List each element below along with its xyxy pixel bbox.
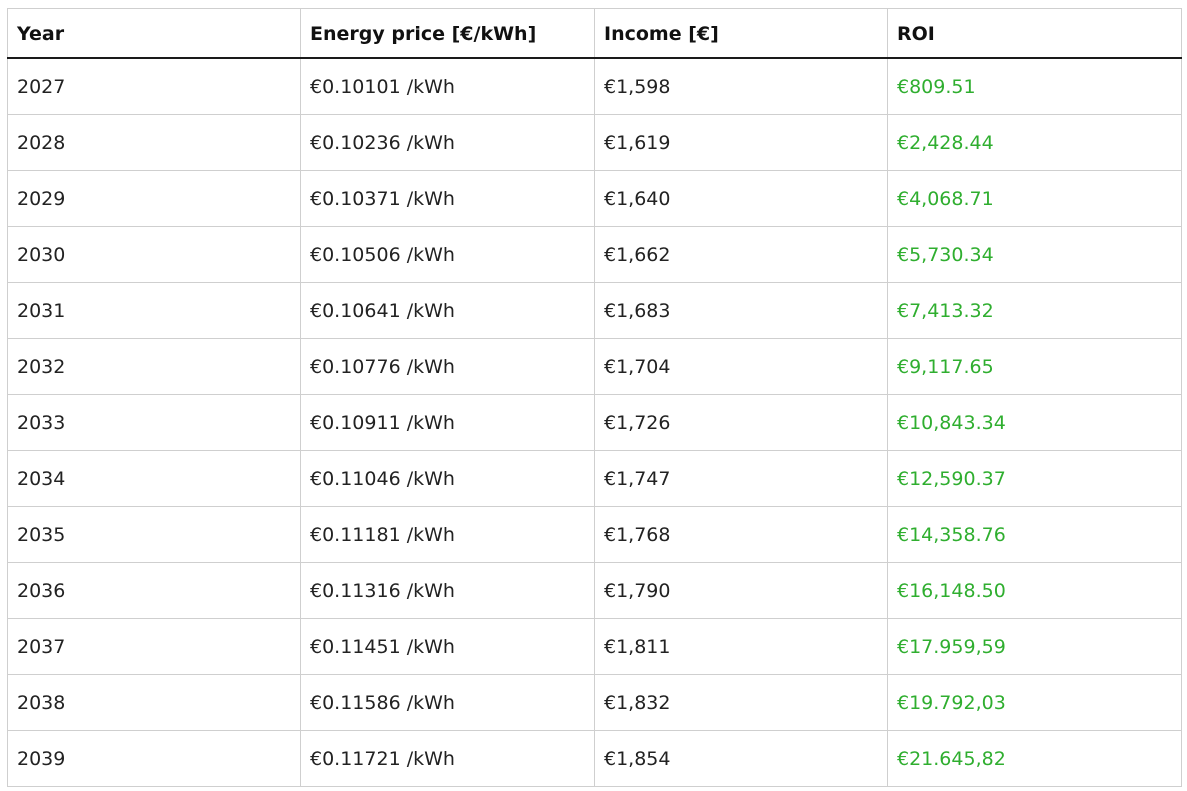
cell-income: €1,662	[594, 226, 888, 283]
table-body: 2027 €0.10101 /kWh €1,598 €809.51 2028 €0.102…	[7, 57, 1182, 787]
cell-year: 2030	[7, 226, 301, 283]
cell-energy-price: €0.11721 /kWh	[300, 730, 595, 787]
cell-roi: €10,843.34	[887, 394, 1182, 451]
cell-income: €1,768	[594, 506, 888, 563]
cell-energy-price: €0.10236 /kWh	[300, 114, 595, 171]
table-row: 2033 €0.10911 /kWh €1,726 €10,843.34	[7, 394, 1182, 451]
cell-year: 2039	[7, 730, 301, 787]
cell-income: €1,683	[594, 282, 888, 339]
cell-energy-price: €0.11046 /kWh	[300, 450, 595, 507]
cell-year: 2027	[7, 57, 301, 115]
cell-income: €1,619	[594, 114, 888, 171]
cell-income: €1,790	[594, 562, 888, 619]
cell-energy-price: €0.10911 /kWh	[300, 394, 595, 451]
table-row: 2036 €0.11316 /kWh €1,790 €16,148.50	[7, 562, 1182, 619]
cell-energy-price: €0.10371 /kWh	[300, 170, 595, 227]
header-year: Year	[7, 8, 301, 59]
cell-energy-price: €0.10506 /kWh	[300, 226, 595, 283]
cell-income: €1,747	[594, 450, 888, 507]
header-energy-price: Energy price [€/kWh]	[300, 8, 595, 59]
cell-roi: €2,428.44	[887, 114, 1182, 171]
table-row: 2035 €0.11181 /kWh €1,768 €14,358.76	[7, 506, 1182, 563]
cell-year: 2034	[7, 450, 301, 507]
header-roi: ROI	[887, 8, 1182, 59]
cell-roi: €809.51	[887, 57, 1182, 115]
cell-roi: €17.959,59	[887, 618, 1182, 675]
cell-year: 2031	[7, 282, 301, 339]
table-row: 2028 €0.10236 /kWh €1,619 €2,428.44	[7, 114, 1182, 171]
cell-energy-price: €0.10776 /kWh	[300, 338, 595, 395]
cell-energy-price: €0.11586 /kWh	[300, 674, 595, 731]
cell-income: €1,832	[594, 674, 888, 731]
roi-table-container: Year Energy price [€/kWh] Income [€] ROI…	[7, 8, 1182, 787]
cell-energy-price: €0.10101 /kWh	[300, 57, 595, 115]
table-row: 2031 €0.10641 /kWh €1,683 €7,413.32	[7, 282, 1182, 339]
cell-year: 2033	[7, 394, 301, 451]
cell-year: 2028	[7, 114, 301, 171]
table-row: 2032 €0.10776 /kWh €1,704 €9,117.65	[7, 338, 1182, 395]
cell-roi: €16,148.50	[887, 562, 1182, 619]
table-row: 2027 €0.10101 /kWh €1,598 €809.51	[7, 57, 1182, 115]
table-row: 2038 €0.11586 /kWh €1,832 €19.792,03	[7, 674, 1182, 731]
table-header: Year Energy price [€/kWh] Income [€] ROI	[7, 8, 1182, 59]
cell-income: €1,704	[594, 338, 888, 395]
cell-income: €1,811	[594, 618, 888, 675]
cell-income: €1,598	[594, 57, 888, 115]
cell-roi: €5,730.34	[887, 226, 1182, 283]
header-row: Year Energy price [€/kWh] Income [€] ROI	[7, 8, 1182, 59]
cell-roi: €9,117.65	[887, 338, 1182, 395]
cell-energy-price: €0.11316 /kWh	[300, 562, 595, 619]
cell-energy-price: €0.10641 /kWh	[300, 282, 595, 339]
table-row: 2029 €0.10371 /kWh €1,640 €4,068.71	[7, 170, 1182, 227]
cell-roi: €7,413.32	[887, 282, 1182, 339]
cell-roi: €19.792,03	[887, 674, 1182, 731]
cell-year: 2038	[7, 674, 301, 731]
table-row: 2039 €0.11721 /kWh €1,854 €21.645,82	[7, 730, 1182, 787]
cell-year: 2032	[7, 338, 301, 395]
cell-roi: €4,068.71	[887, 170, 1182, 227]
cell-year: 2037	[7, 618, 301, 675]
roi-table: Year Energy price [€/kWh] Income [€] ROI…	[7, 8, 1182, 787]
cell-energy-price: €0.11181 /kWh	[300, 506, 595, 563]
cell-year: 2036	[7, 562, 301, 619]
header-income: Income [€]	[594, 8, 888, 59]
table-row: 2030 €0.10506 /kWh €1,662 €5,730.34	[7, 226, 1182, 283]
table-row: 2034 €0.11046 /kWh €1,747 €12,590.37	[7, 450, 1182, 507]
cell-year: 2035	[7, 506, 301, 563]
cell-income: €1,640	[594, 170, 888, 227]
cell-energy-price: €0.11451 /kWh	[300, 618, 595, 675]
cell-roi: €12,590.37	[887, 450, 1182, 507]
cell-roi: €14,358.76	[887, 506, 1182, 563]
cell-roi: €21.645,82	[887, 730, 1182, 787]
cell-income: €1,854	[594, 730, 888, 787]
cell-year: 2029	[7, 170, 301, 227]
table-row: 2037 €0.11451 /kWh €1,811 €17.959,59	[7, 618, 1182, 675]
cell-income: €1,726	[594, 394, 888, 451]
